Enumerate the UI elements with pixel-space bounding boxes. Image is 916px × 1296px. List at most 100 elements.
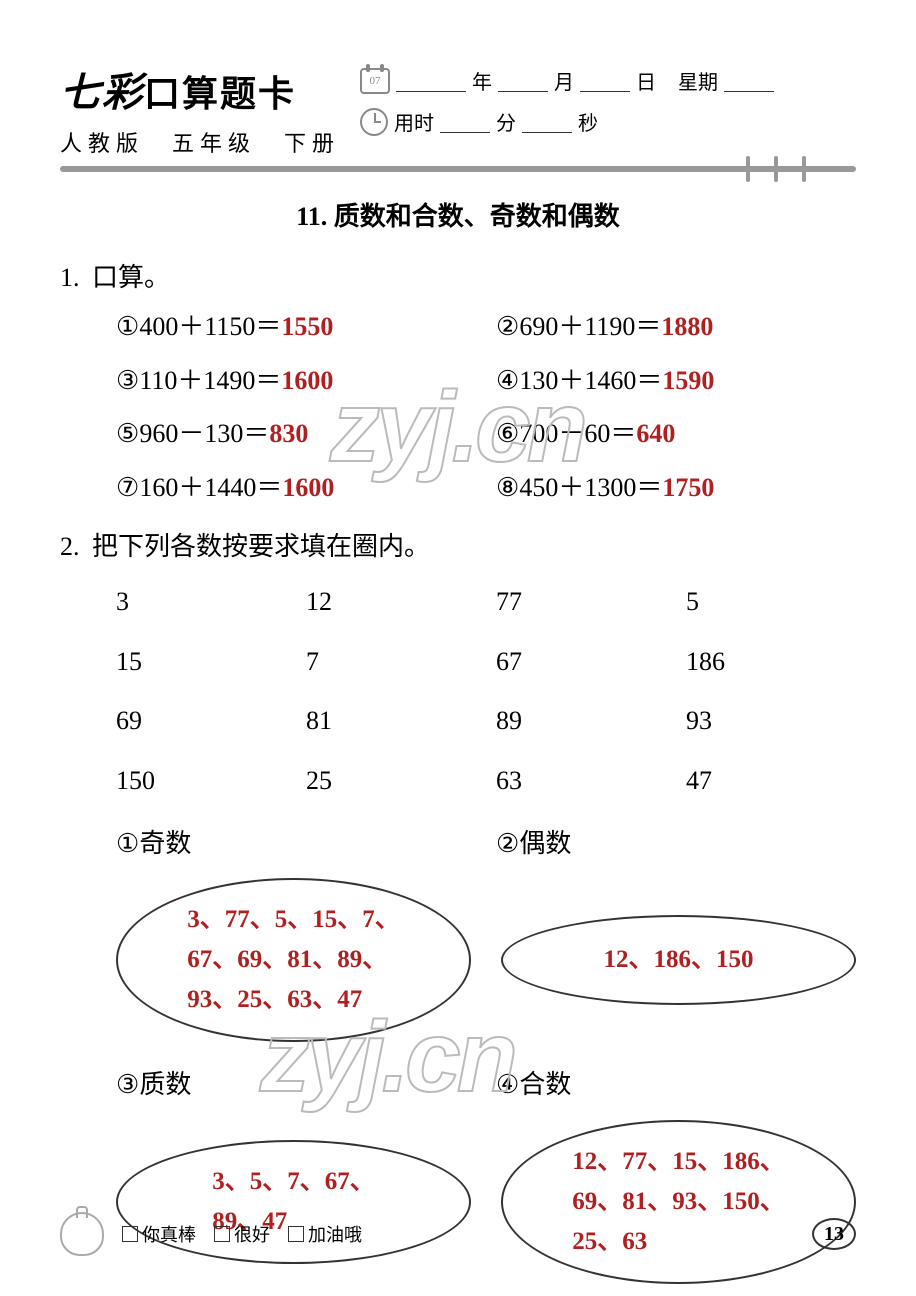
month-label: 月	[554, 66, 574, 95]
circ: ①	[116, 819, 139, 868]
number-cell: 5	[686, 577, 856, 626]
time-row: 用时 分 秒	[360, 107, 856, 136]
question-2: 2. 把下列各数按要求填在圈内。 31277515767186698189931…	[60, 522, 856, 1284]
date-row: 07 年 月 日 星期	[360, 66, 856, 95]
circ: ③	[116, 1060, 139, 1109]
equation: ⑦160＋1440＝1600	[116, 463, 476, 512]
main-title: 七彩口算题卡	[60, 60, 340, 118]
cat-even-label: ②偶数	[496, 819, 856, 868]
tick	[746, 156, 750, 182]
number-cell: 47	[686, 756, 856, 805]
equation-answer: 1600	[282, 473, 334, 502]
ovals-row-2: 3、5、7、67、 89、47 12、77、15、186、 69、81、93、1…	[80, 1120, 856, 1284]
equation: ③110＋1490＝1600	[116, 356, 476, 405]
equation-lhs: 130＋1460＝	[519, 366, 662, 395]
circled-number: ⑤	[116, 409, 139, 458]
number-cell: 150	[116, 756, 286, 805]
min-blank[interactable]	[440, 111, 490, 133]
cat-name: 质数	[139, 1070, 191, 1099]
clock-icon	[360, 108, 388, 136]
number-cell: 186	[686, 637, 856, 686]
equation: ④130＋1460＝1590	[496, 356, 856, 405]
mascot-icon	[60, 1212, 104, 1256]
oval-answer: 12、186、150	[603, 940, 753, 980]
equation: ①400＋1150＝1550	[116, 302, 476, 351]
oval-odd: 3、77、5、15、7、 67、69、81、89、 93、25、63、47	[116, 878, 471, 1042]
calendar-icon: 07	[360, 68, 390, 94]
circled-number: ④	[496, 356, 519, 405]
rating-good[interactable]: 很好	[214, 1221, 270, 1247]
circled-number: ③	[116, 356, 139, 405]
cat-name: 合数	[519, 1070, 571, 1099]
equation: ②690＋1190＝1880	[496, 302, 856, 351]
equation-answer: 830	[269, 419, 308, 448]
q2-number: 2.	[60, 522, 80, 571]
equation-answer: 1590	[662, 366, 714, 395]
equation-answer: 640	[636, 419, 675, 448]
equation-answer: 1880	[661, 312, 713, 341]
equation-lhs: 110＋1490＝	[139, 366, 281, 395]
circled-number: ⑧	[496, 463, 519, 512]
day-blank[interactable]	[580, 70, 630, 92]
circled-number: ⑦	[116, 463, 139, 512]
cat-name: 奇数	[139, 829, 191, 858]
oval-composite: 12、77、15、186、 69、81、93、150、 25、63	[501, 1120, 856, 1284]
weekday-blank[interactable]	[724, 70, 774, 92]
cat-row-1: ①奇数 ②偶数	[80, 819, 856, 868]
title-rest: 口算题卡	[144, 74, 296, 114]
number-cell: 93	[686, 696, 856, 745]
rating-great[interactable]: 你真棒	[122, 1221, 196, 1247]
page-header: 七彩口算题卡 人教版 五年级 下册 07 年 月 日 星期 用时 分 秒	[60, 60, 856, 158]
title-brush: 七彩	[60, 70, 144, 115]
year-blank[interactable]	[396, 70, 466, 92]
equation-answer: 1750	[662, 473, 714, 502]
number-cell: 12	[306, 577, 476, 626]
equations-grid: ①400＋1150＝1550②690＋1190＝1880③110＋1490＝16…	[80, 302, 856, 512]
weekday-label: 星期	[678, 66, 718, 95]
equation-lhs: 700－60＝	[519, 419, 636, 448]
number-cell: 69	[116, 696, 286, 745]
circ: ②	[496, 819, 519, 868]
month-blank[interactable]	[498, 70, 548, 92]
equation: ⑤960－130＝830	[116, 409, 476, 458]
equation-answer: 1600	[281, 366, 333, 395]
cat-name: 偶数	[519, 829, 571, 858]
question-1: 1. 口算。 ①400＋1150＝1550②690＋1190＝1880③110＋…	[60, 253, 856, 512]
section-number: 11.	[296, 202, 327, 231]
tick	[802, 156, 806, 182]
footer-left: 你真棒 很好 加油哦	[60, 1212, 362, 1256]
number-cell: 15	[116, 637, 286, 686]
section-title: 11. 质数和合数、奇数和偶数	[60, 196, 856, 233]
q1-number: 1.	[60, 253, 80, 302]
equation-lhs: 400＋1150＝	[139, 312, 281, 341]
time-prefix: 用时	[394, 107, 434, 136]
equation-lhs: 690＋1190＝	[519, 312, 661, 341]
rating-tryharder[interactable]: 加油哦	[288, 1221, 362, 1247]
number-cell: 89	[496, 696, 666, 745]
rating-label: 很好	[234, 1221, 270, 1247]
number-cell: 25	[306, 756, 476, 805]
equation-lhs: 160＋1440＝	[139, 473, 282, 502]
rating-label: 你真棒	[142, 1221, 196, 1247]
cat-odd-label: ①奇数	[116, 819, 476, 868]
number-cell: 7	[306, 637, 476, 686]
equation-lhs: 450＋1300＝	[519, 473, 662, 502]
oval-answer: 3、77、5、15、7、 67、69、81、89、 93、25、63、47	[187, 900, 400, 1020]
number-cell: 63	[496, 756, 666, 805]
circled-number: ①	[116, 302, 139, 351]
sec-label: 秒	[578, 107, 598, 136]
equation: ⑧450＋1300＝1750	[496, 463, 856, 512]
year-label: 年	[472, 66, 492, 95]
number-cell: 77	[496, 577, 666, 626]
number-cell: 67	[496, 637, 666, 686]
min-label: 分	[496, 107, 516, 136]
divider	[60, 166, 856, 172]
checkbox-icon	[214, 1226, 230, 1242]
q2-label: 把下列各数按要求填在圈内。	[92, 532, 430, 561]
checkbox-icon	[288, 1226, 304, 1242]
tick	[774, 156, 778, 182]
sec-blank[interactable]	[522, 111, 572, 133]
meta-block: 07 年 月 日 星期 用时 分 秒	[360, 60, 856, 148]
checkbox-icon	[122, 1226, 138, 1242]
cat-composite-label: ④合数	[496, 1060, 856, 1109]
